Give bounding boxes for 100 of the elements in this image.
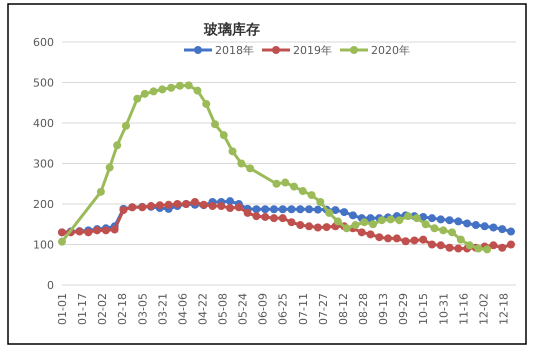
point (140, 90, 149, 98)
point (278, 205, 287, 214)
point (331, 206, 340, 214)
point (466, 241, 474, 250)
point (436, 215, 445, 224)
point (472, 221, 480, 230)
point (386, 215, 395, 224)
point (446, 244, 454, 252)
point (448, 228, 456, 236)
x-tick-label: 07-27 (316, 293, 330, 325)
point (369, 220, 378, 228)
point (348, 211, 357, 220)
point (480, 222, 489, 230)
legend-label: 2019年 (293, 44, 332, 57)
point (360, 218, 368, 226)
x-tick-label: 06-25 (276, 293, 290, 325)
point (106, 164, 114, 172)
point (184, 81, 193, 90)
point (506, 228, 515, 236)
point (474, 244, 482, 253)
point (167, 84, 176, 92)
point (164, 200, 173, 209)
point (208, 202, 216, 210)
point (252, 212, 260, 220)
point (489, 223, 498, 232)
y-tick-label: 500 (33, 76, 54, 90)
x-tick-label: 11-16 (457, 293, 470, 325)
x-tick-label: 01-01 (56, 293, 69, 325)
point (463, 219, 472, 228)
point (96, 188, 105, 196)
x-tick-label: 04-22 (196, 293, 210, 325)
point (190, 198, 199, 206)
point (375, 233, 384, 242)
point (217, 202, 226, 210)
x-tick-label: 03-05 (136, 293, 150, 325)
point (430, 224, 438, 232)
x-tick-label: 12-18 (497, 293, 510, 325)
x-tick-label: 10-15 (417, 293, 430, 325)
point (378, 216, 386, 224)
x-tick-label: 05-08 (216, 293, 230, 325)
point (305, 222, 314, 230)
point (288, 205, 296, 214)
point (384, 234, 392, 242)
point (234, 203, 243, 212)
point (392, 234, 401, 242)
y-tick-label: 300 (33, 158, 54, 170)
point (316, 198, 324, 206)
point (314, 223, 322, 232)
point (351, 221, 360, 230)
legend-label: 2018年 (215, 44, 254, 57)
point (395, 216, 404, 224)
point (270, 214, 278, 222)
y-tick-label: 100 (33, 238, 54, 252)
x-tick-label: 02-02 (96, 293, 110, 325)
point (506, 240, 515, 248)
point (270, 205, 278, 214)
point (220, 131, 228, 140)
x-tick-label: 05-24 (236, 293, 250, 325)
point (261, 205, 270, 214)
point (226, 197, 234, 206)
y-tick-label: 0 (47, 279, 54, 292)
point (211, 120, 220, 128)
point (156, 201, 164, 210)
point (404, 212, 412, 220)
point (314, 206, 322, 214)
point (498, 244, 506, 252)
x-tick-label: 12-02 (477, 293, 490, 325)
point (288, 218, 296, 226)
chart-title: 玻璃库存 (203, 21, 260, 38)
point (308, 191, 316, 200)
point (113, 141, 122, 150)
point (412, 214, 421, 222)
point (483, 245, 492, 254)
point (246, 164, 254, 172)
point (366, 230, 375, 238)
point (278, 214, 287, 222)
point (402, 237, 410, 246)
point (252, 205, 260, 214)
x-tick-label: 08-12 (336, 293, 350, 325)
point (489, 241, 498, 250)
point (358, 228, 366, 236)
point (122, 122, 130, 130)
point (296, 205, 304, 214)
point (261, 212, 270, 221)
point (422, 220, 430, 228)
point (296, 221, 304, 230)
point (436, 241, 445, 250)
x-tick-label: 09-13 (377, 293, 390, 325)
x-tick-label: 01-17 (76, 293, 90, 325)
point (410, 236, 418, 244)
x-tick-label: 02-18 (116, 293, 130, 325)
point (158, 85, 166, 94)
point (193, 86, 202, 95)
point (498, 225, 506, 234)
point (133, 94, 142, 103)
point (290, 182, 298, 191)
point (428, 214, 436, 222)
x-tick-label: 08-28 (356, 293, 370, 325)
point (237, 160, 246, 168)
point (272, 180, 280, 188)
